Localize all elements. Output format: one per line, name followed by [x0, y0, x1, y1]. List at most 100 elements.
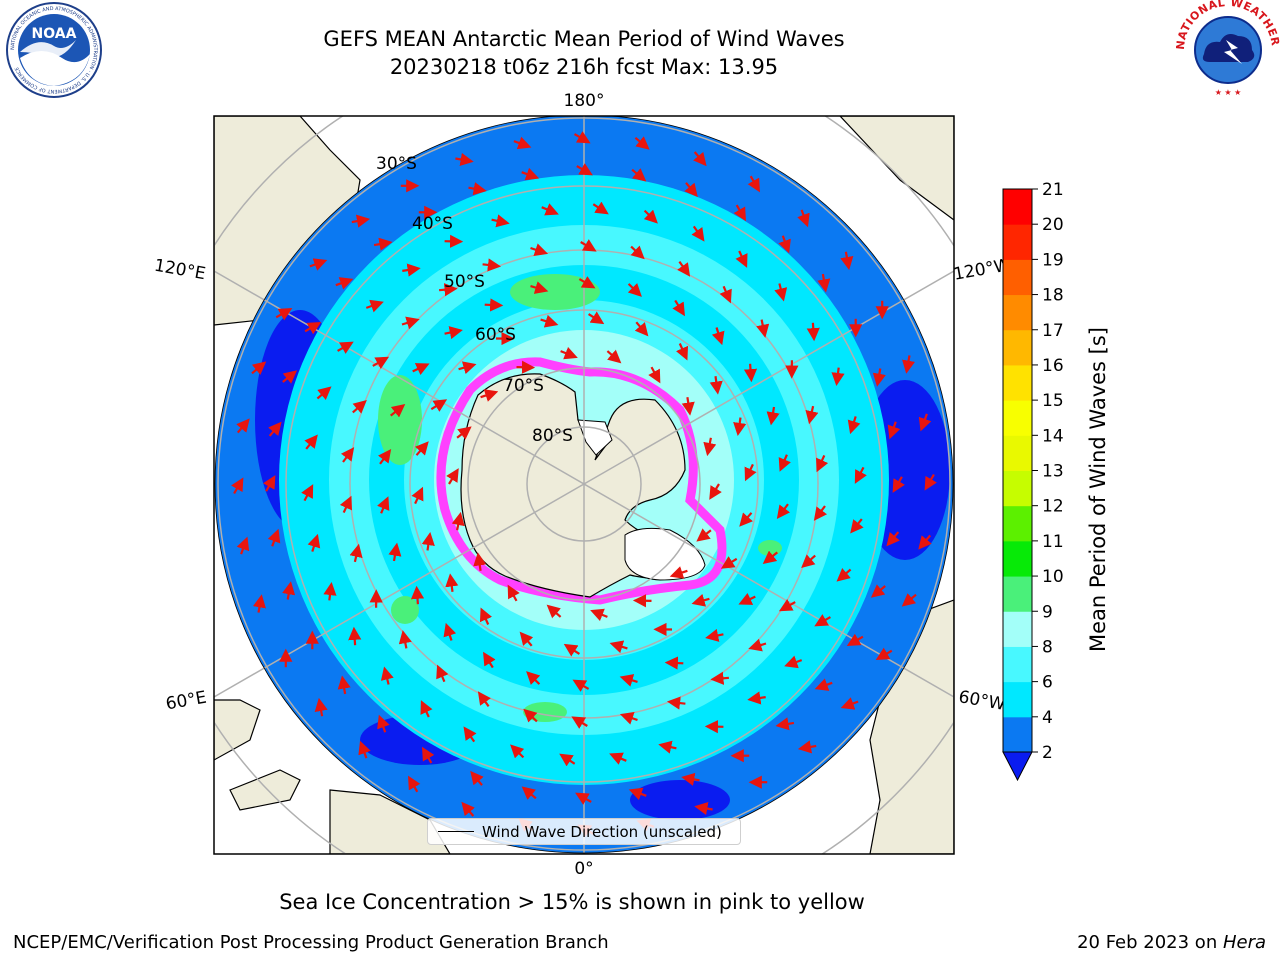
wind-wave-arrow	[847, 416, 861, 435]
wind-wave-arrow	[846, 633, 864, 646]
wind-wave-arrow	[365, 299, 384, 313]
wind-wave-arrow	[747, 175, 760, 193]
wind-wave-arrow	[304, 322, 322, 335]
wind-wave-arrow	[813, 505, 828, 521]
wind-wave-arrow	[675, 343, 689, 361]
wind-wave-arrow	[710, 671, 730, 685]
wind-wave-arrow	[756, 319, 770, 338]
wind-wave-arrow	[709, 376, 723, 395]
wind-wave-arrow	[541, 203, 559, 216]
wind-wave-arrow	[390, 403, 406, 418]
wind-wave-arrow	[314, 697, 328, 717]
wind-wave-arrow	[609, 640, 628, 654]
colorbar-segment	[1003, 611, 1032, 647]
wind-wave-arrow	[831, 367, 845, 387]
wind-wave-arrow	[316, 386, 332, 401]
wind-wave-arrow	[479, 607, 493, 625]
wind-wave-arrow	[677, 260, 691, 277]
lon-label-60w: 60°W	[957, 687, 1007, 715]
colorbar-tick-label: 16	[1042, 356, 1064, 376]
wind-wave-arrow	[530, 243, 549, 256]
wind-wave-arrow	[817, 273, 831, 293]
wind-wave-arrow	[252, 594, 266, 613]
wind-wave-arrow	[666, 696, 686, 710]
wind-wave-arrow	[231, 477, 244, 495]
footer-host: Hera	[1222, 932, 1266, 953]
footer-branch: NCEP/EMC/Verification Post Processing Pr…	[13, 932, 609, 953]
wind-wave-arrow	[797, 740, 817, 754]
wind-wave-arrow	[887, 421, 901, 440]
wind-wave-arrow	[358, 740, 371, 759]
wind-wave-arrow	[510, 744, 525, 759]
wind-wave-arrow	[339, 495, 352, 514]
wind-wave-arrow	[672, 299, 685, 317]
lat-label-60s: 60°S	[475, 325, 516, 345]
wind-wave-arrow	[304, 434, 318, 450]
wind-wave-arrow	[482, 258, 502, 272]
colorbar-tick-label: 2	[1042, 743, 1053, 763]
wind-wave-arrow	[924, 473, 937, 491]
wind-wave-arrow	[590, 608, 608, 622]
colorbar-segment	[1003, 540, 1032, 577]
wind-wave-arrow	[606, 349, 622, 364]
wind-wave-arrow	[681, 397, 695, 416]
wind-wave-arrow	[456, 426, 472, 440]
wind-wave-arrow	[348, 626, 362, 646]
wind-wave-arrow	[694, 802, 713, 816]
wind-wave-arrow	[658, 740, 677, 754]
wind-wave-arrow	[446, 468, 459, 485]
colorbar-tick-label: 8	[1042, 637, 1053, 657]
wind-wave-arrow	[412, 363, 430, 376]
wind-wave-arrow	[747, 691, 766, 705]
wind-wave-arrow	[455, 152, 474, 166]
wind-wave-arrow	[775, 717, 795, 731]
colorbar-segment	[1003, 294, 1032, 331]
wind-wave-arrow	[458, 361, 477, 375]
wind-wave-arrow	[401, 316, 420, 330]
wind-wave-arrow	[421, 531, 435, 551]
wind-wave-arrow	[251, 361, 267, 375]
colorbar-tick-label: 11	[1042, 532, 1064, 552]
wind-wave-arrow	[918, 413, 932, 432]
wind-wave-arrow	[892, 476, 905, 493]
wind-wave-arrow	[902, 355, 916, 374]
wind-wave-arrow	[801, 554, 816, 568]
wind-wave-arrow	[560, 346, 578, 360]
chart-title: GEFS MEAN Antarctic Mean Period of Wind …	[323, 27, 845, 51]
wind-wave-arrow	[436, 664, 449, 683]
wind-wave-arrow	[335, 277, 354, 290]
wind-wave-arrow	[684, 182, 698, 198]
wind-wave-arrow	[886, 531, 900, 547]
wind-wave-arrow	[575, 792, 592, 805]
wind-wave-arrow	[377, 714, 390, 733]
wind-wave-arrow	[573, 131, 591, 144]
wind-wave-arrow	[766, 406, 780, 426]
wind-wave-arrow	[546, 604, 562, 619]
wind-wave-arrow	[816, 454, 829, 473]
wind-wave-arrow	[263, 475, 276, 492]
wind-wave-arrow	[377, 449, 392, 465]
map-frame	[213, 115, 955, 855]
wind-wave-arrow	[840, 697, 859, 710]
wind-wave-arrow	[691, 225, 705, 242]
colorbar-segment	[1003, 576, 1032, 612]
colorbar-tick-label: 15	[1042, 391, 1064, 411]
colorbar-segment	[1003, 400, 1032, 436]
colorbar-extend-triangle	[1002, 751, 1033, 782]
colorbar-tick-label: 21	[1042, 180, 1064, 200]
wind-wave-arrow	[236, 418, 250, 434]
wind-wave-arrow	[840, 251, 854, 271]
colorbar-segment	[1003, 716, 1032, 753]
wind-wave-arrow	[282, 370, 298, 384]
legend-label: Wind Wave Direction (unscaled)	[482, 822, 722, 841]
wind-wave-arrow	[323, 581, 337, 601]
wind-wave-arrow	[337, 675, 351, 695]
wind-wave-arrow	[507, 584, 520, 602]
wind-wave-arrow	[443, 622, 457, 641]
wind-wave-arrow	[711, 327, 725, 346]
wind-wave-arrow	[526, 671, 541, 686]
sea-ice-band	[436, 357, 727, 605]
wind-wave-arrow	[461, 801, 475, 817]
wind-wave-arrow	[438, 283, 458, 297]
wind-wave-arrow	[619, 674, 638, 687]
